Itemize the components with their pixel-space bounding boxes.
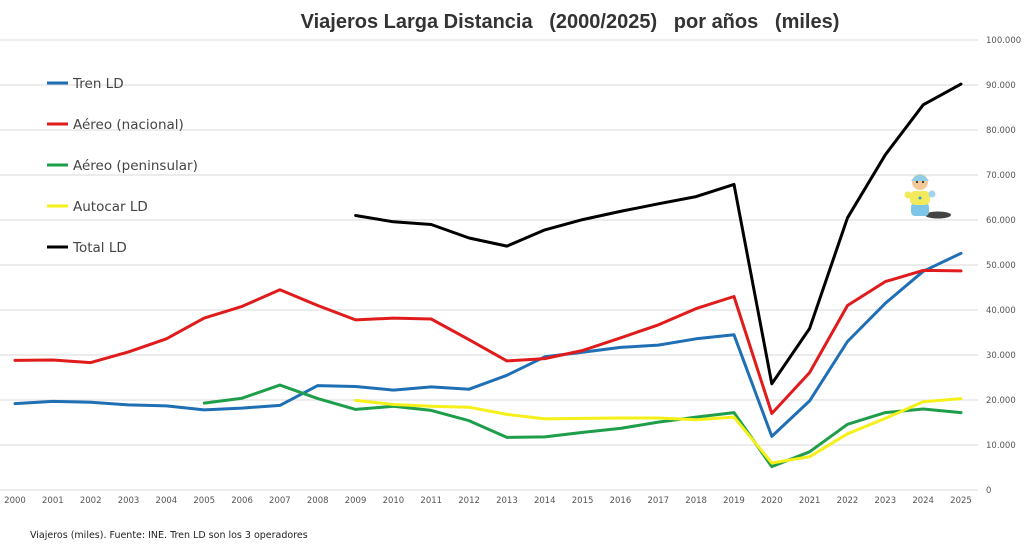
y-tick-label: 30.000 xyxy=(986,351,1016,361)
x-tick-label: 2015 xyxy=(572,496,594,506)
series-line xyxy=(202,383,963,469)
x-tick-label: 2022 xyxy=(837,496,859,506)
legend-item: Autocar LD xyxy=(47,199,148,215)
y-tick-label: 60.000 xyxy=(986,216,1016,226)
series-line xyxy=(13,251,963,438)
x-tick-label: 2017 xyxy=(647,496,669,506)
y-tick-label: 100.000 xyxy=(986,36,1021,46)
chart-title: Viajeros Larga Distancia (2000/2025) por… xyxy=(301,11,840,33)
legend-item: Total LD xyxy=(47,240,127,256)
x-tick-label: 2011 xyxy=(420,496,442,506)
legend-item: Tren LD xyxy=(47,76,124,92)
y-tick-label: 80.000 xyxy=(986,126,1016,136)
legend-label: Aéreo (nacional) xyxy=(73,117,184,133)
y-tick-label: 40.000 xyxy=(986,306,1016,316)
x-tick-label: 2019 xyxy=(723,496,745,506)
legend: Tren LD Aéreo (nacional) Aéreo (peninsular… xyxy=(47,76,198,256)
x-tick-label: 2025 xyxy=(950,496,972,506)
x-tick-label: 2020 xyxy=(761,496,783,506)
x-tick-label: 2010 xyxy=(383,496,405,506)
gridlines xyxy=(0,39,978,491)
series-autocar-ld xyxy=(354,397,963,465)
series-total-ld xyxy=(354,82,963,386)
series-line xyxy=(354,397,963,465)
x-tick-label: 2001 xyxy=(42,496,64,506)
series-line xyxy=(354,82,963,386)
x-tick-label: 2014 xyxy=(534,496,556,506)
legend-item: Aéreo (peninsular) xyxy=(47,158,198,174)
x-tick-label: 2002 xyxy=(80,496,102,506)
x-tick-label: 2007 xyxy=(269,496,291,506)
y-tick-label: 90.000 xyxy=(986,81,1016,91)
x-axis-ticks: 2000 2001 2002 2003 2004 2005 2006 2007 2008 2009… xyxy=(4,496,972,506)
x-tick-label: 2021 xyxy=(799,496,821,506)
series-line xyxy=(13,268,963,415)
x-tick-label: 2000 xyxy=(4,496,26,506)
legend-label: Aéreo (peninsular) xyxy=(73,158,198,174)
x-tick-label: 2013 xyxy=(496,496,518,506)
x-tick-label: 2024 xyxy=(912,496,934,506)
series-a-reo-peninsular xyxy=(202,383,963,469)
x-tick-label: 2012 xyxy=(458,496,480,506)
footnote: Viajeros (miles). Fuente: INE. Tren LD s… xyxy=(30,530,308,541)
y-tick-label: 70.000 xyxy=(986,171,1016,181)
series-tren-ld xyxy=(13,251,963,438)
y-tick-label: 0 xyxy=(986,486,991,496)
x-tick-label: 2008 xyxy=(307,496,329,506)
legend-label: Total LD xyxy=(72,240,127,256)
x-tick-label: 2018 xyxy=(685,496,707,506)
x-tick-label: 2005 xyxy=(193,496,215,506)
y-tick-label: 50.000 xyxy=(986,261,1016,271)
y-tick-label: 20.000 xyxy=(986,396,1016,406)
series-lines xyxy=(13,82,963,469)
legend-label: Tren LD xyxy=(72,76,124,92)
x-tick-label: 2003 xyxy=(118,496,140,506)
y-axis-ticks: 0 10.000 20.000 30.000 40.000 50.000 60.000 70.… xyxy=(986,36,1021,496)
x-tick-label: 2006 xyxy=(231,496,253,506)
legend-label: Autocar LD xyxy=(73,199,148,215)
x-tick-label: 2023 xyxy=(874,496,896,506)
toy-figure-image xyxy=(904,174,951,219)
x-tick-label: 2004 xyxy=(156,496,178,506)
series-a-reo-nacional xyxy=(13,268,963,415)
legend-item: Aéreo (nacional) xyxy=(47,117,184,133)
x-tick-label: 2016 xyxy=(610,496,632,506)
y-tick-label: 10.000 xyxy=(986,441,1016,451)
x-tick-label: 2009 xyxy=(345,496,367,506)
